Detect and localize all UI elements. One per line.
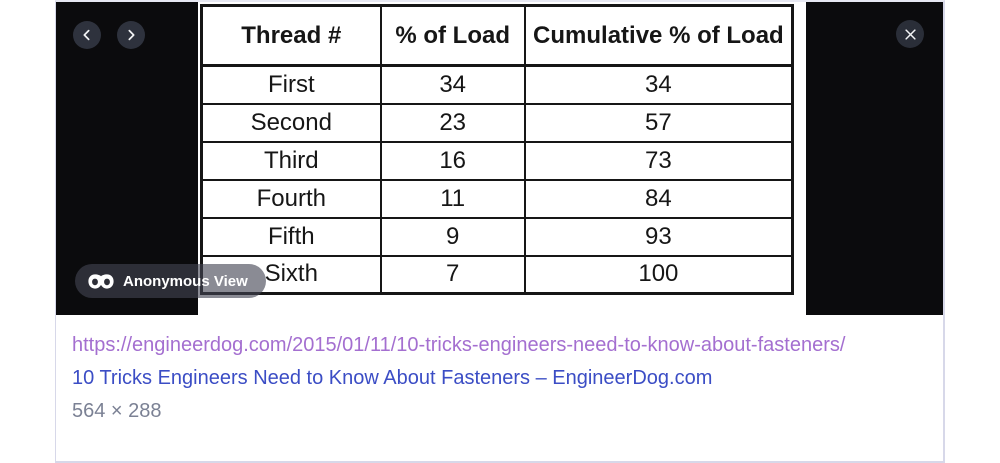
close-button[interactable] [896, 20, 924, 48]
table-cell: 93 [523, 216, 794, 257]
table-row: Fourth 11 84 [200, 178, 794, 219]
load-distribution-table: Thread #% of Load Cumulative % of Load Fi… [200, 4, 794, 295]
mask-icon [88, 273, 114, 289]
table-cell: 34 [523, 64, 794, 105]
table-row: Second 23 57 [200, 102, 794, 143]
table-row: Sixth 7 100 [200, 254, 794, 295]
table-header-cell: Cumulative % of Load [523, 4, 794, 67]
table-cell: 73 [523, 140, 794, 181]
table-row: Third 16 73 [200, 140, 794, 181]
table-cell: First [200, 64, 382, 105]
table-row: Fifth 9 93 [200, 216, 794, 257]
table-cell: Third [200, 140, 382, 181]
table-cell: 16 [379, 140, 526, 181]
image-preview-card: Thread #% of Load Cumulative % of Load Fi… [55, 0, 945, 463]
table-cell: 23 [379, 102, 526, 143]
close-icon [903, 27, 918, 42]
table-cell: 84 [523, 178, 794, 219]
table-header-row: Thread #% of Load Cumulative % of Load [200, 4, 794, 67]
image-dimensions: 564 × 288 [72, 400, 162, 422]
table-cell: 34 [379, 64, 526, 105]
next-image-button[interactable] [117, 21, 145, 49]
viewer-right-panel [806, 2, 943, 315]
table-cell: 9 [379, 216, 526, 257]
table-row: First 34 34 [200, 64, 794, 105]
table-cell: 100 [523, 254, 794, 295]
result-url-link[interactable]: https://engineerdog.com/2015/01/11/10-tr… [72, 334, 846, 356]
table-cell: Second [200, 102, 382, 143]
table-cell: Fourth [200, 178, 382, 219]
preview-image[interactable]: Thread #% of Load Cumulative % of Load Fi… [198, 2, 806, 315]
viewer-left-panel [56, 2, 198, 315]
chevron-right-icon [123, 27, 139, 43]
table-cell: 11 [379, 178, 526, 219]
anonymous-view-label: Anonymous View [123, 272, 248, 290]
result-title-link[interactable]: 10 Tricks Engineers Need to Know About F… [72, 367, 713, 389]
table-header-cell: % of Load [379, 4, 526, 67]
table-cell: Fifth [200, 216, 382, 257]
table-cell: 57 [523, 102, 794, 143]
result-info: https://engineerdog.com/2015/01/11/10-tr… [56, 315, 943, 428]
chevron-left-icon [79, 27, 95, 43]
image-viewer: Thread #% of Load Cumulative % of Load Fi… [56, 2, 943, 315]
table-cell: 7 [379, 254, 526, 295]
previous-image-button[interactable] [73, 21, 101, 49]
table-header-cell: Thread # [200, 4, 382, 67]
anonymous-view-button[interactable]: Anonymous View [75, 264, 266, 298]
